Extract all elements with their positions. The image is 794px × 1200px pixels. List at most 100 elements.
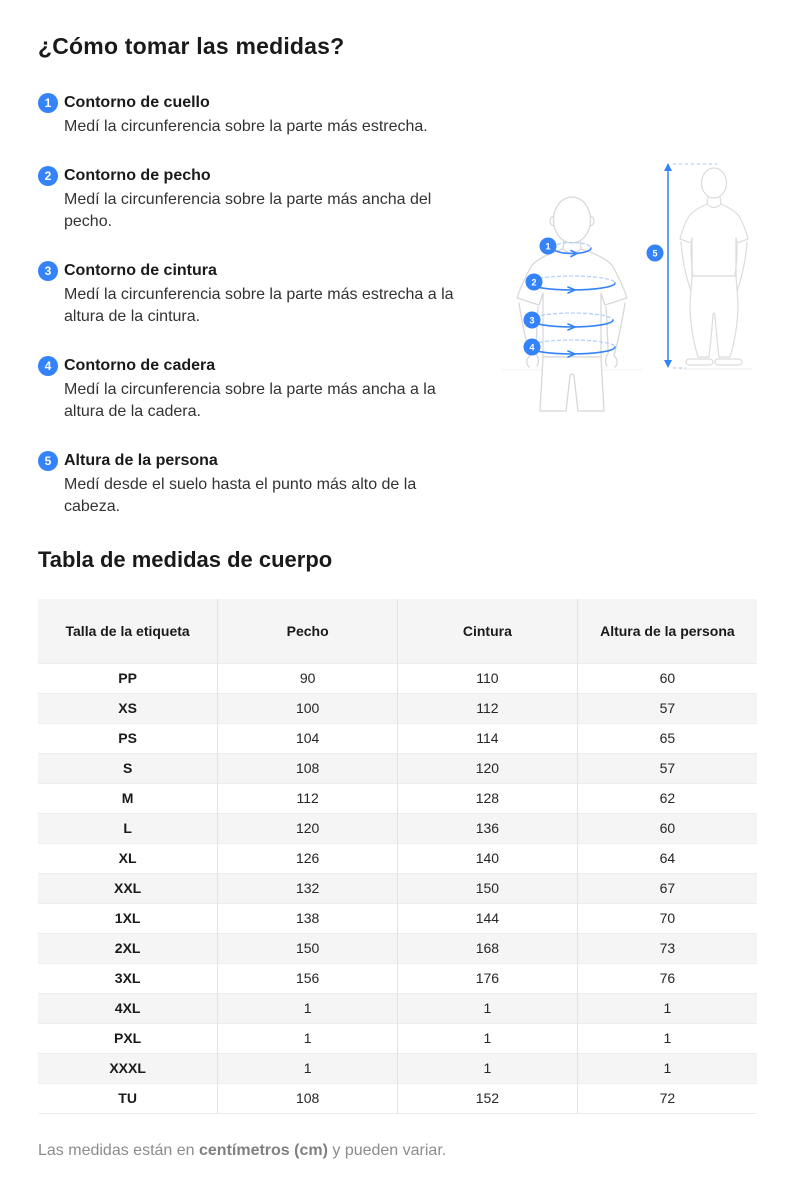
measure-value: 1: [397, 1023, 578, 1053]
measure-value: 73: [576, 933, 757, 963]
measure-value: 114: [397, 723, 578, 753]
measure-value: 136: [397, 813, 578, 843]
footer-text-prefix: Las medidas están en: [38, 1141, 199, 1159]
measure-value: 176: [397, 963, 578, 993]
table-row: TU 108 152 72: [38, 1083, 757, 1113]
size-label: PP: [118, 670, 137, 686]
measure-value: 90: [217, 663, 398, 693]
table-row: PP 90 110 60: [38, 663, 757, 693]
measure-value: 132: [217, 873, 398, 903]
size-label: TU: [118, 1090, 137, 1106]
table-row: PXL 1 1 1: [38, 1023, 757, 1053]
table-row: 4XL 1 1 1: [38, 993, 757, 1023]
table-title: Tabla de medidas de cuerpo: [38, 547, 333, 572]
measure-value: 150: [397, 873, 578, 903]
hip-arrow-icon: [567, 350, 578, 358]
table-row: 3XL 156 176 76: [38, 963, 757, 993]
measure-value: 150: [217, 933, 398, 963]
size-label: L: [123, 820, 132, 836]
page-title: ¿Cómo tomar las medidas?: [38, 33, 345, 59]
measure-value: 110: [397, 663, 578, 693]
measure-value: 70: [576, 903, 757, 933]
howto-section: 1 Contorno de cuello Medí la circunferen…: [38, 93, 756, 518]
measure-value: 112: [397, 693, 578, 723]
measure-value: 57: [576, 753, 757, 783]
measure-value: 62: [576, 783, 757, 813]
measure-value: 57: [576, 693, 757, 723]
size-label: XXXL: [109, 1060, 146, 1076]
instruction-item: 2 Contorno de pecho Medí la circunferenc…: [38, 166, 486, 233]
measure-value: 1: [397, 1053, 578, 1083]
footer-note: Las medidas están en centímetros (cm) y …: [38, 1140, 756, 1162]
measure-value: 1: [217, 1023, 398, 1053]
column-header: Talla de la etiqueta: [38, 599, 218, 663]
measure-value: 60: [576, 663, 757, 693]
size-label: XXL: [114, 880, 142, 896]
step-number-badge: 1: [38, 93, 58, 113]
figure-badge-3: 3: [529, 315, 534, 325]
footer-text-bold: centímetros (cm): [199, 1141, 328, 1159]
instruction-item: 4 Contorno de cadera Medí la circunferen…: [38, 356, 486, 423]
measure-value: 100: [217, 693, 398, 723]
measure-value: 120: [397, 753, 578, 783]
size-label: 3XL: [114, 970, 141, 986]
measure-value: 144: [397, 903, 578, 933]
measure-value: 140: [397, 843, 578, 873]
measurement-illustration: 1 2 3 4 5: [501, 163, 753, 412]
measure-value: 156: [217, 963, 398, 993]
size-label: M: [121, 790, 134, 806]
size-table: Talla de la etiqueta Pecho Cintura Altura d…: [38, 599, 757, 1114]
measure-value: 104: [217, 723, 398, 753]
size-label: S: [122, 760, 133, 776]
waist-arrow-icon: [567, 323, 578, 331]
table-header-row: Talla de la etiqueta Pecho Cintura Altura d…: [38, 599, 757, 663]
measure-value: 72: [576, 1083, 757, 1113]
measure-value: 67: [576, 873, 757, 903]
instruction-title: Contorno de cuello: [64, 94, 210, 111]
column-header: Cintura: [397, 599, 578, 663]
instruction-title: Contorno de cadera: [64, 357, 216, 374]
measure-value: 112: [217, 783, 398, 813]
measure-value: 108: [217, 1083, 398, 1113]
size-label: 4XL: [114, 1000, 141, 1016]
size-label: 2XL: [114, 940, 141, 956]
measure-value: 1: [576, 1053, 757, 1083]
table-row: S 108 120 57: [38, 753, 757, 783]
instruction-description: Medí desde el suelo hasta el punto más a…: [64, 476, 417, 515]
height-measure-line: [664, 163, 717, 369]
measure-value: 120: [217, 813, 398, 843]
instruction-description: Medí la circunferencia sobre la parte má…: [64, 118, 428, 135]
step-number-badge: 3: [38, 261, 58, 281]
footer-text-suffix: y pueden variar.: [327, 1141, 447, 1159]
table-row: XXL 132 150 67: [38, 873, 757, 903]
person-full-figure: [679, 167, 753, 370]
measure-value: 168: [397, 933, 578, 963]
measure-value: 138: [217, 903, 398, 933]
measurement-figure: 1 2 3 4 5: [501, 145, 792, 445]
instruction-description: Medí la circunferencia sobre la parte má…: [64, 381, 436, 420]
step-number-badge: 5: [38, 451, 58, 471]
size-label: 1XL: [114, 910, 141, 926]
measure-value: 108: [217, 753, 398, 783]
instruction-title: Contorno de pecho: [64, 167, 211, 184]
person-front-figure: [501, 196, 643, 412]
table-row: XS 100 112 57: [38, 693, 757, 723]
size-label: XS: [118, 700, 137, 716]
instruction-item: 1 Contorno de cuello Medí la circunferen…: [38, 93, 486, 138]
figure-badge-1: 1: [545, 241, 550, 251]
table-row: 2XL 150 168 73: [38, 933, 757, 963]
measure-value: 128: [397, 783, 578, 813]
step-number-badge: 2: [38, 166, 58, 186]
measure-value: 126: [217, 843, 398, 873]
measure-value: 65: [576, 723, 757, 753]
measure-value: 76: [576, 963, 757, 993]
table-row: XXXL 1 1 1: [38, 1053, 757, 1083]
chest-arrow-icon: [567, 286, 578, 294]
waist-arc-back: [530, 312, 614, 321]
table-row: 1XL 138 144 70: [38, 903, 757, 933]
instruction-description: Medí la circunferencia sobre la parte má…: [64, 191, 432, 230]
table-row: L 120 136 60: [38, 813, 757, 843]
measure-value: 60: [576, 813, 757, 843]
measure-value: 1: [576, 1023, 757, 1053]
